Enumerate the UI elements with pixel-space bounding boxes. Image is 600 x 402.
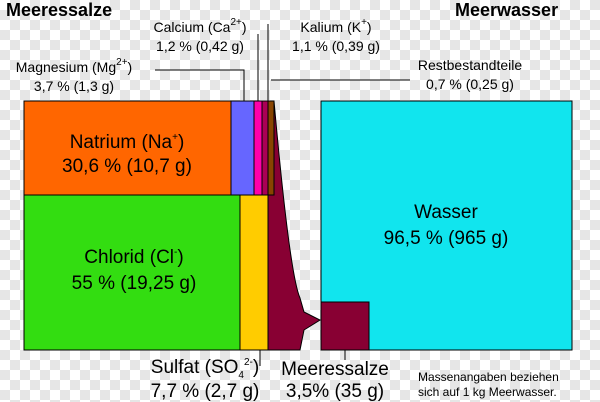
note-line-1: Massenangaben beziehen <box>418 370 559 384</box>
kalium-value: 1,1 % (0,39 g) <box>292 38 380 54</box>
sea-salt-value: 3,5% (35 g) <box>286 381 384 402</box>
calcium-block <box>253 100 263 196</box>
kalium-label: Kalium (K+) <box>300 17 371 35</box>
water-label: Wasser <box>414 202 478 223</box>
rest-block <box>267 100 275 196</box>
chlorid-value: 55 % (19,25 g) <box>72 273 197 294</box>
note-line-2: sich auf 1 kg Meerwasser. <box>418 385 557 399</box>
sea-salt-label: Meeressalze <box>281 359 389 380</box>
seawater-header: Meerwasser <box>455 0 558 20</box>
sea-salt-block <box>320 301 370 351</box>
chlorid-block <box>23 194 241 351</box>
calcium-value: 1,2 % (0,42 g) <box>156 38 244 54</box>
magnesium-block <box>230 100 255 196</box>
chlorid-label: Chlorid (Cl-) <box>84 247 183 268</box>
rest-value: 0,7 % (0,25 g) <box>426 76 514 92</box>
magnesium-value: 3,7 % (1,3 g) <box>34 78 114 94</box>
natrium-value: 30,6 % (10,7 g) <box>62 156 192 177</box>
sulfat-block <box>239 194 269 351</box>
magnesium-leader <box>155 69 245 101</box>
salts-header: Meeressalze <box>6 0 112 20</box>
calcium-label: Calcium (Ca2+) <box>153 17 246 35</box>
sulfat-value: 7,7 % (2,7 g) <box>151 381 260 402</box>
sulfat-label: Sulfat (SO42-) <box>151 357 259 381</box>
leader-lines <box>155 24 410 366</box>
rest-label: Restbestandteile <box>418 57 523 73</box>
magnesium-label: Magnesium (Mg2+) <box>16 57 132 75</box>
funnel-shape <box>265 100 322 351</box>
kalium-block <box>261 100 269 196</box>
natrium-label: Natrium (Na+) <box>70 132 185 153</box>
water-value: 96,5 % (965 g) <box>384 228 509 249</box>
